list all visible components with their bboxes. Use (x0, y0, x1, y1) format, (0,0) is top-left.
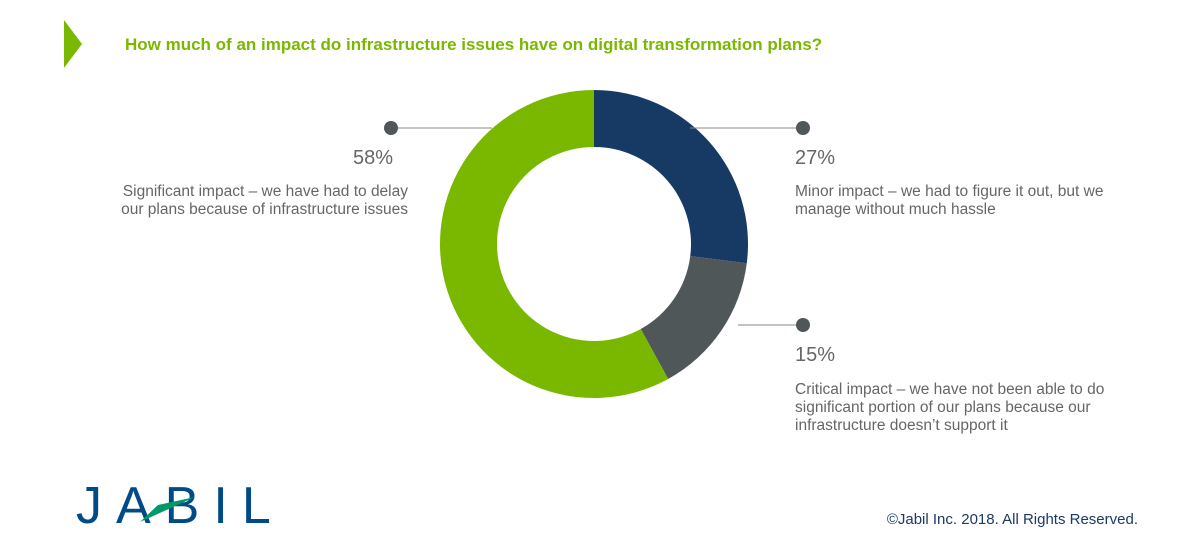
marker-dot-critical (796, 318, 810, 332)
logo-text: JABIL (76, 477, 285, 535)
jabil-logo: JABIL (76, 477, 285, 535)
data-label-significant: 58% (353, 147, 394, 169)
marker-dot-significant (384, 121, 398, 135)
title-arrow-icon (64, 20, 82, 68)
chart-title: How much of an impact do infrastructure … (125, 35, 823, 54)
donut-slice-0 (594, 90, 748, 264)
leader-lines (391, 127, 803, 326)
legend-label-critical: Critical impact – we have not been able … (795, 381, 1105, 434)
copyright: ©Jabil Inc. 2018. All Rights Reserved. (886, 511, 1138, 528)
legend-label-minor: Minor impact – we had to figure it out, … (795, 183, 1104, 218)
donut-slice-2 (439, 90, 669, 398)
data-label-minor: 27% (795, 147, 836, 169)
legend-label-significant: Significant impact – we have had to dela… (121, 183, 408, 218)
donut-chart (439, 90, 748, 398)
marker-dot-minor (796, 121, 810, 135)
data-label-critical: 15% (795, 344, 836, 366)
donut-slice-1 (640, 256, 747, 379)
logo-swoosh-icon (140, 497, 195, 522)
